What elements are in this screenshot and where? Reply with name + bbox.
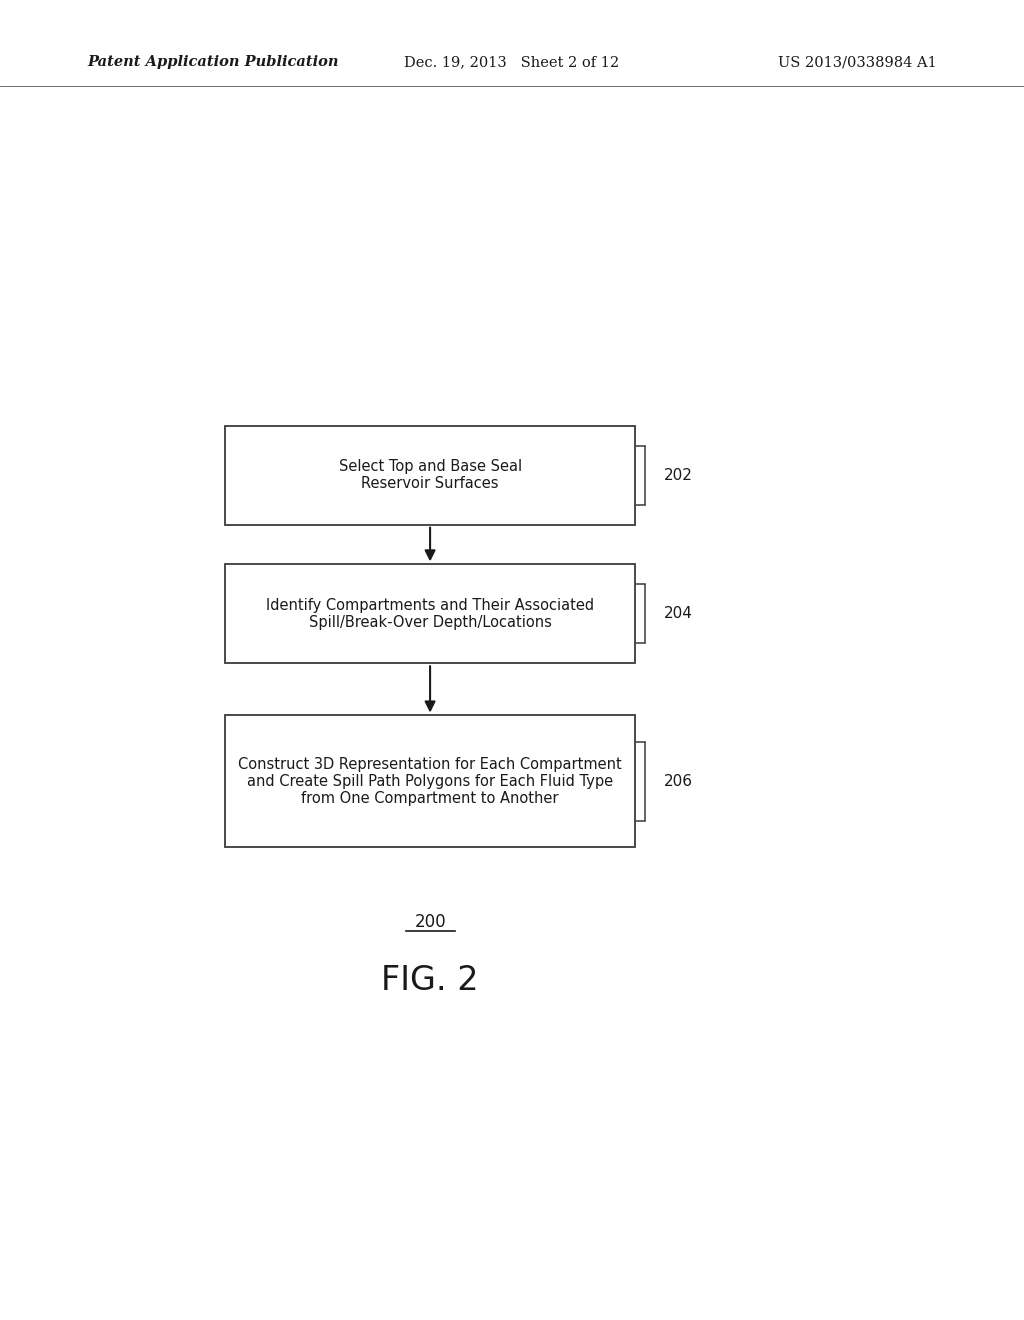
Text: 206: 206 <box>664 774 692 789</box>
Text: US 2013/0338984 A1: US 2013/0338984 A1 <box>778 55 937 70</box>
Text: Dec. 19, 2013   Sheet 2 of 12: Dec. 19, 2013 Sheet 2 of 12 <box>404 55 620 70</box>
Bar <box>225 565 635 663</box>
Text: 200: 200 <box>415 912 445 931</box>
Text: 202: 202 <box>664 467 692 483</box>
Text: Patent Application Publication: Patent Application Publication <box>87 55 339 70</box>
Text: Identify Compartments and Their Associated
Spill/Break-Over Depth/Locations: Identify Compartments and Their Associat… <box>266 598 594 630</box>
Text: Select Top and Base Seal
Reservoir Surfaces: Select Top and Base Seal Reservoir Surfa… <box>339 459 521 491</box>
Bar <box>225 715 635 847</box>
Text: FIG. 2: FIG. 2 <box>381 964 479 997</box>
Bar <box>225 425 635 524</box>
Text: Construct 3D Representation for Each Compartment
and Create Spill Path Polygons : Construct 3D Representation for Each Com… <box>239 756 622 807</box>
Text: 204: 204 <box>664 606 692 622</box>
